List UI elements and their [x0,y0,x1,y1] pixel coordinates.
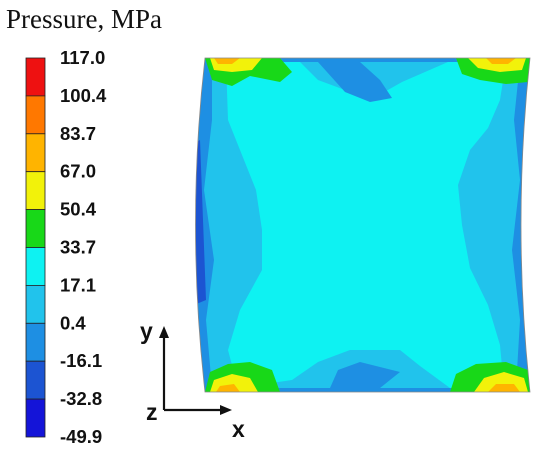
contour-low-patch-right [524,140,530,320]
body-outline [195,57,531,393]
colorbar-band [25,284,46,324]
colorbar-band [25,398,46,438]
hotspot-bottom-right-orange [488,384,520,392]
colorbar-band [25,95,46,135]
hotspot-top-right-yellow [468,58,526,72]
colorbar-band [25,360,46,400]
y-axis-arrowhead [159,326,169,338]
colorbar-band [25,57,46,97]
colorbar-tick-label: 100.4 [60,85,107,106]
x-axis-label: x [232,416,245,442]
hotspot-bottom-left-orange [216,384,240,392]
colorbar-band [25,171,46,210]
colorbar-tick-label: 50.4 [60,199,97,220]
colorbar-tick-label: -32.8 [60,388,102,409]
colorbar-tick-labels: 117.0 100.4 83.7 67.0 50.4 33.7 17.1 0.4 -16.1 -3… [60,47,107,447]
colorbar-tick-label: 0.4 [60,312,86,333]
colorbar-tick-label: 117.0 [60,47,105,68]
colorbar-tick-label: 17.1 [60,274,96,295]
x-axis-arrowhead [220,405,232,415]
colorbar-band [25,322,46,362]
colorbar-tick-label: 67.0 [60,161,96,182]
axes-triad [159,326,232,415]
colorbar-tick-label: 33.7 [60,237,96,258]
colorbar-tick-label: 83.7 [60,123,96,144]
colorbar-band [25,133,46,173]
y-axis-label: y [140,318,153,344]
hotspot-top-left-orange [214,58,240,64]
colorbar-tick-label: -16.1 [60,350,102,371]
contour-low-patch-left [195,140,206,310]
contour-low-pocket-top [318,62,392,102]
colorbar [25,57,46,438]
contour-cyan-core [226,62,506,388]
colorbar-title: Pressure, MPa [6,4,162,34]
contour-plot [195,58,530,392]
colorbar-tick-label: -49.9 [60,426,102,447]
contour-low-pocket-bottom [330,362,400,388]
colorbar-band [25,247,46,286]
hotspot-top-right-orange [486,58,516,64]
z-axis-label: z [146,399,158,425]
colorbar-band [25,209,46,248]
